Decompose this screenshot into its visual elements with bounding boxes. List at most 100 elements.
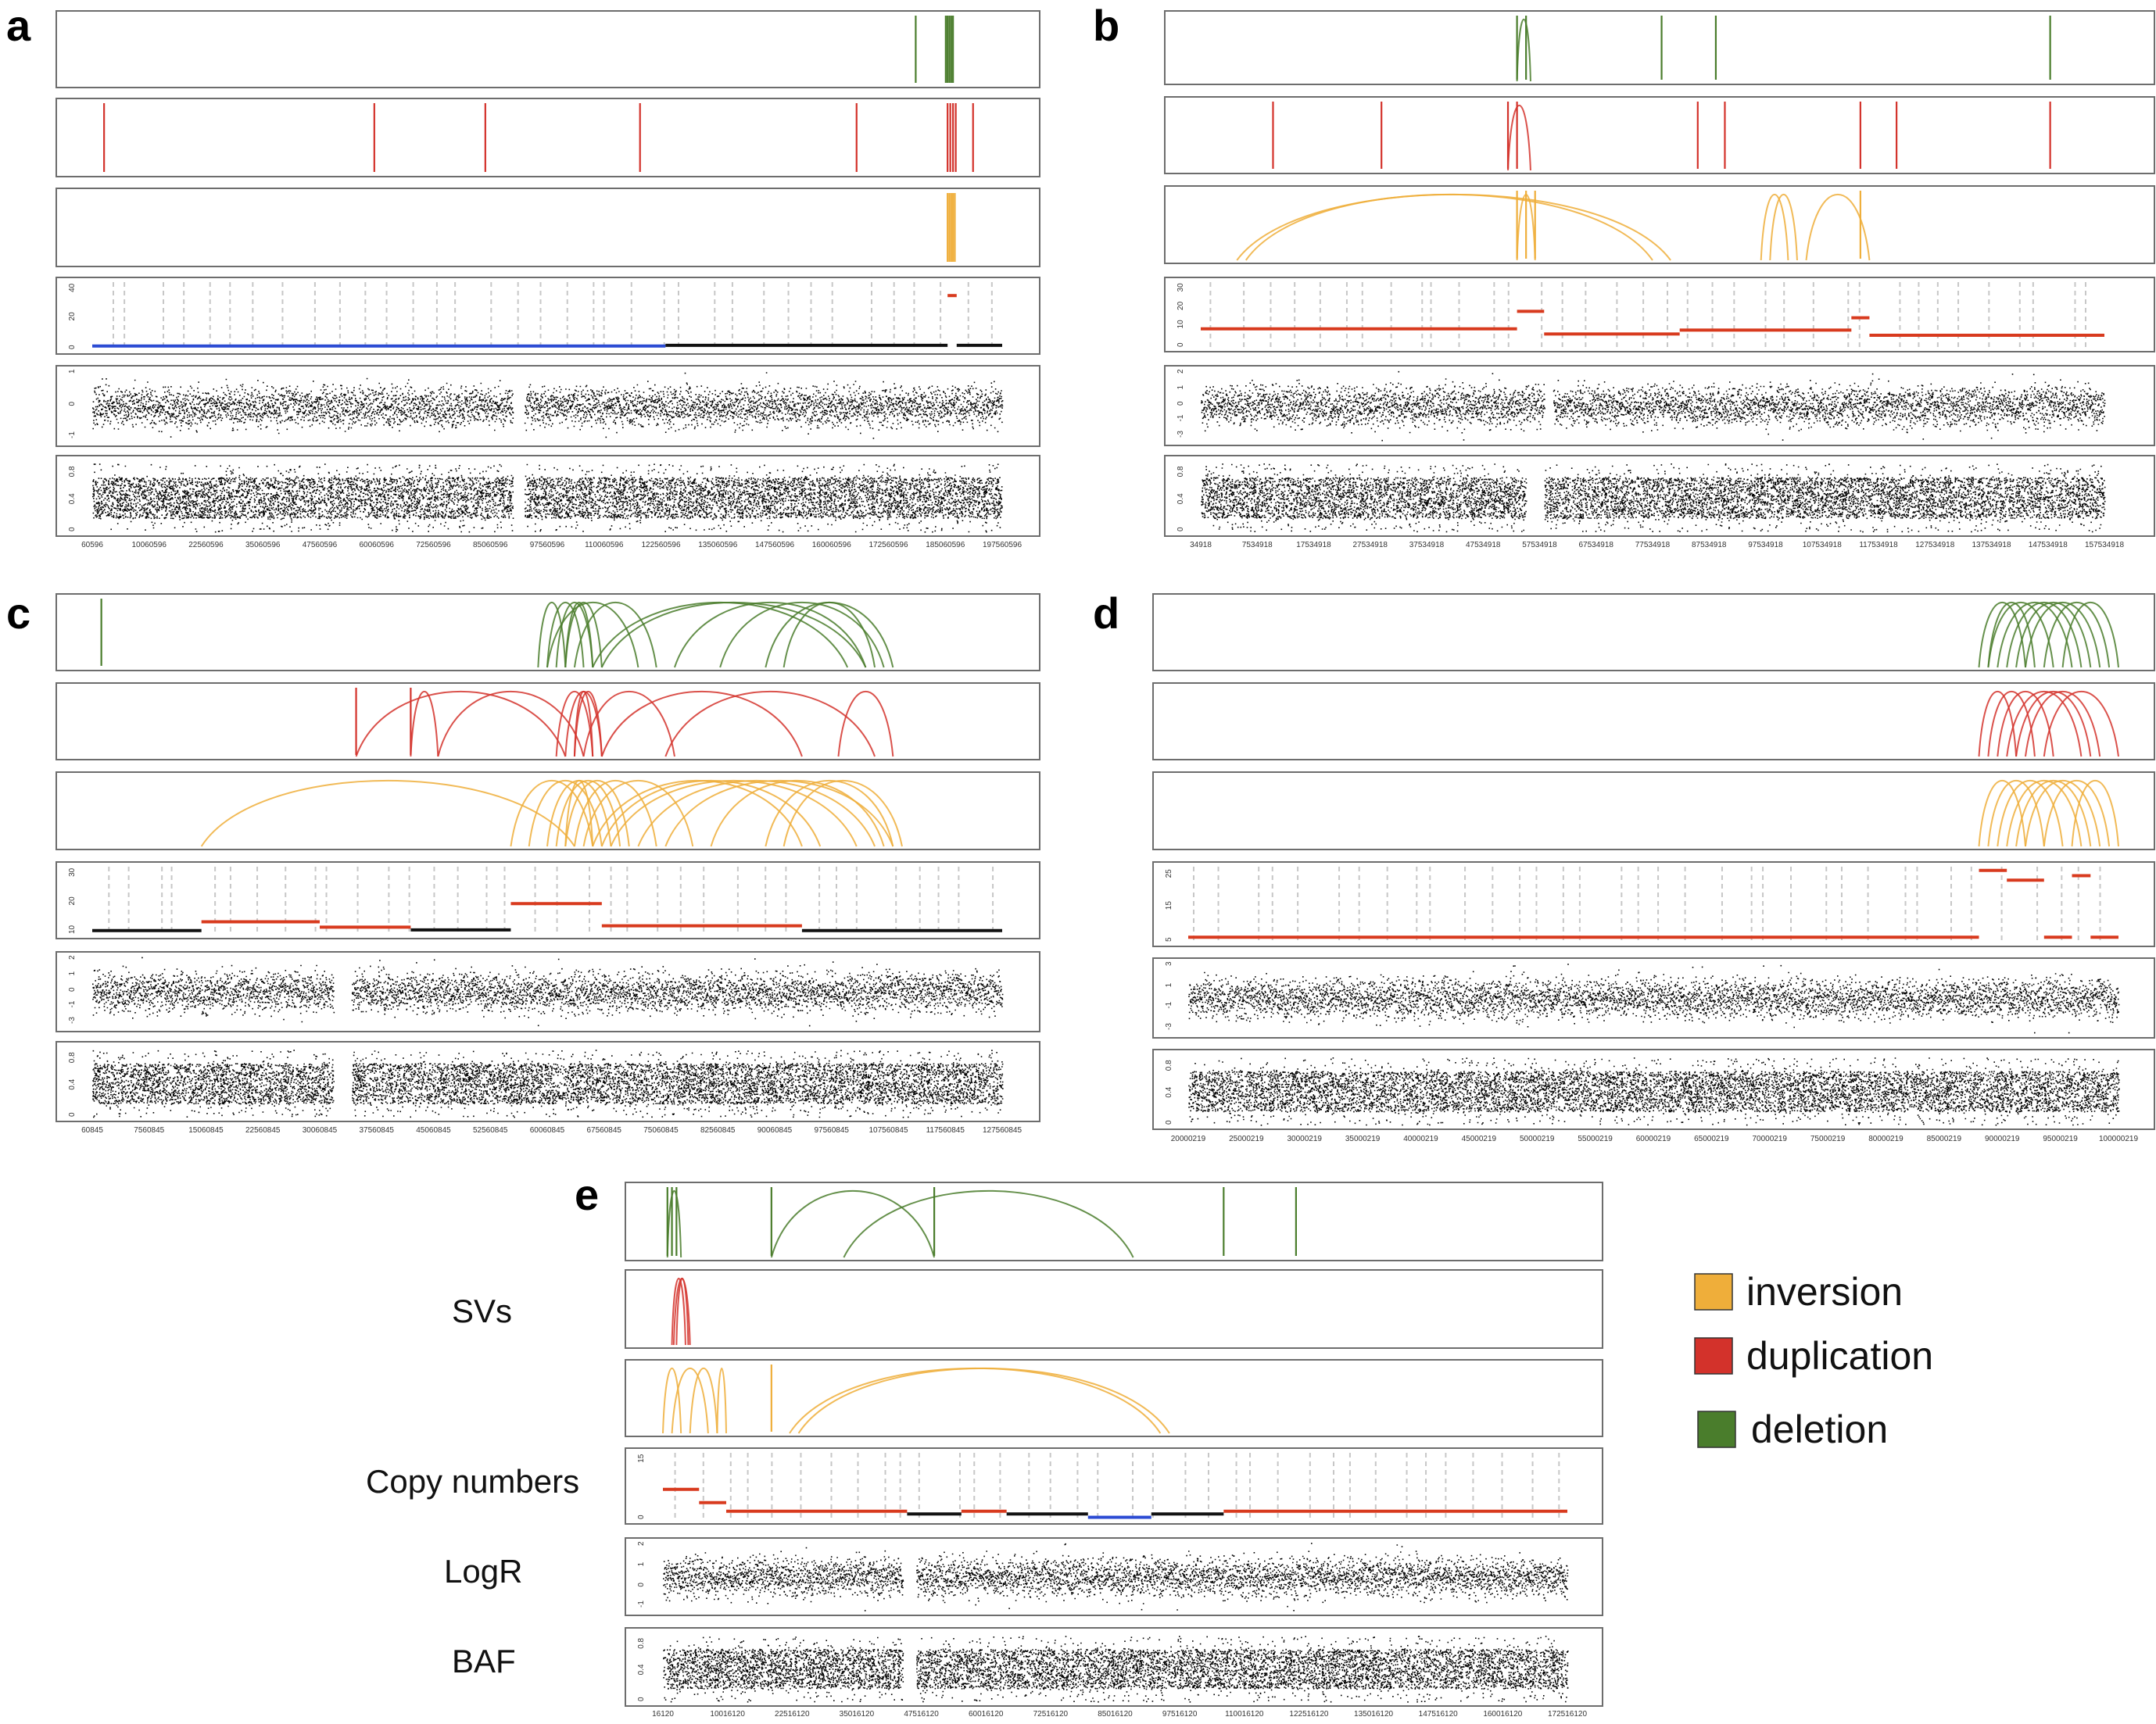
logr-ytick-label: 2 [1176,369,1185,374]
x-tick-label: 172560596 [868,541,908,549]
inversion-arc [2015,779,2092,847]
duplication-arc [1997,691,2054,757]
inversion-arc [637,779,876,847]
panel-letter-e: e [575,1170,599,1219]
x-tick-label: 35060596 [245,541,281,549]
inversion-arc [610,779,858,847]
x-tick-label: 97534918 [1748,541,1783,549]
baf-ytick-label: 0.4 [68,1078,77,1089]
logr-points [1188,964,2120,1034]
panel-letter-c: c [6,588,30,638]
x-tick-label: 160060596 [812,541,851,549]
legend-label-inversion: inversion [1746,1270,1903,1314]
duplication-arc [410,690,439,757]
x-tick-label: 45060845 [416,1126,451,1135]
x-tick-label: 90060845 [757,1126,793,1135]
cn-ytick-label: 40 [68,283,77,292]
inversion-arc [1997,780,2064,847]
duplication-arc [2043,690,2119,757]
x-tick-label: 17534918 [1296,541,1331,549]
x-tick-label: 37534918 [1409,541,1445,549]
inversion-arc [1760,193,1789,261]
duplication-arc [664,691,876,757]
logr-ytick-label: -3 [1176,431,1185,438]
x-tick-label: 72560596 [416,541,451,549]
x-tick-label: 85016120 [1098,1710,1133,1719]
track-frame-3 [56,277,1040,355]
x-tick-label: 147560596 [755,541,794,549]
inversion-arc [510,779,594,847]
logr-ytick-label: -1 [1176,414,1185,421]
deletion-arc [2061,602,2119,668]
inversion-arc [1805,194,1871,261]
x-tick-label: 160016120 [1483,1710,1522,1719]
legend-label-duplication: duplication [1746,1334,1933,1378]
track-frame-4 [56,951,1040,1032]
legend-swatch-inversion [1694,1273,1733,1311]
deletion-arc [2025,601,2101,668]
inversion-arc [2043,780,2111,847]
x-tick-label: 107534918 [1803,541,1842,549]
inversion-arc [710,779,885,847]
x-tick-label: 100000219 [2099,1135,2138,1143]
x-tick-label: 60060845 [530,1126,565,1135]
logr-ytick-label: 1 [68,369,77,374]
track-frame-0 [56,10,1040,88]
baf-ytick-label: 0.8 [68,1052,77,1063]
track-frame-1 [1152,682,2155,760]
x-tick-label: 60845 [81,1126,103,1135]
track-frame-3 [1152,861,2155,947]
x-tick-label: 90000219 [1985,1135,2020,1143]
x-tick-label: 197560596 [983,541,1022,549]
baf-ytick-label: 0.8 [637,1637,646,1648]
row-label-svs: SVs [452,1293,512,1329]
x-tick-label: 10060596 [132,541,167,549]
logr-ytick-label: 1 [1165,982,1173,987]
inversion-arc [582,780,694,847]
track-frame-0 [625,1182,1603,1261]
duplication-arc [573,690,594,757]
x-tick-label: 60000219 [1636,1135,1671,1143]
deletion-arc [674,602,867,668]
inversion-arc [662,1367,682,1434]
deletion-arc [2006,601,2083,668]
inversion-arc [564,780,630,847]
x-tick-label: 135060596 [698,541,737,549]
legend-label-deletion: deletion [1751,1407,1888,1451]
legend-swatch-deletion [1697,1411,1736,1448]
inversion-arc [200,779,575,847]
deletion-arc [537,601,567,668]
x-tick-label: 60016120 [969,1710,1004,1719]
x-tick-label: 85000219 [1927,1135,1962,1143]
deletion-arc [1516,19,1531,82]
inversion-arc [2006,779,2083,847]
x-tick-label: 47560596 [303,541,338,549]
logr-ytick-label: 0 [637,1583,646,1587]
track-frame-4 [56,365,1040,447]
panel-a: 0 20 40 -1 0 1 0 0.4 0.8 60596 10060596 22560596 350… [56,10,1040,549]
duplication-arc [671,1277,686,1346]
x-tick-label: 75000219 [1810,1135,1846,1143]
inversion-arc [1769,193,1798,261]
logr-ytick-label: -1 [68,431,77,438]
x-tick-label: 30000219 [1288,1135,1323,1143]
x-tick-label: 52560845 [473,1126,508,1135]
track-frame-1 [1164,96,2155,174]
duplication-arc [555,690,594,757]
panel-letter-b: b [1093,1,1119,50]
track-frame-1 [625,1269,1603,1349]
x-tick-label: 87534918 [1692,541,1727,549]
deletion-arc [783,601,876,668]
cn-ytick-label: 25 [1165,869,1173,878]
inversion-arc [573,779,657,847]
logr-ytick-label: 0 [68,402,77,406]
baf-points [92,1050,1004,1118]
deletion-arc [573,601,657,668]
x-tick-label: 55000219 [1578,1135,1613,1143]
x-tick-label: 135016120 [1354,1710,1393,1719]
x-tick-label: 60596 [81,541,103,549]
x-tick-label: 117534918 [1859,541,1898,549]
logr-ytick-label: 1 [68,971,77,976]
x-tick-label: 30060845 [303,1126,338,1135]
legend: inversion duplication deletion [1694,1270,1933,1451]
